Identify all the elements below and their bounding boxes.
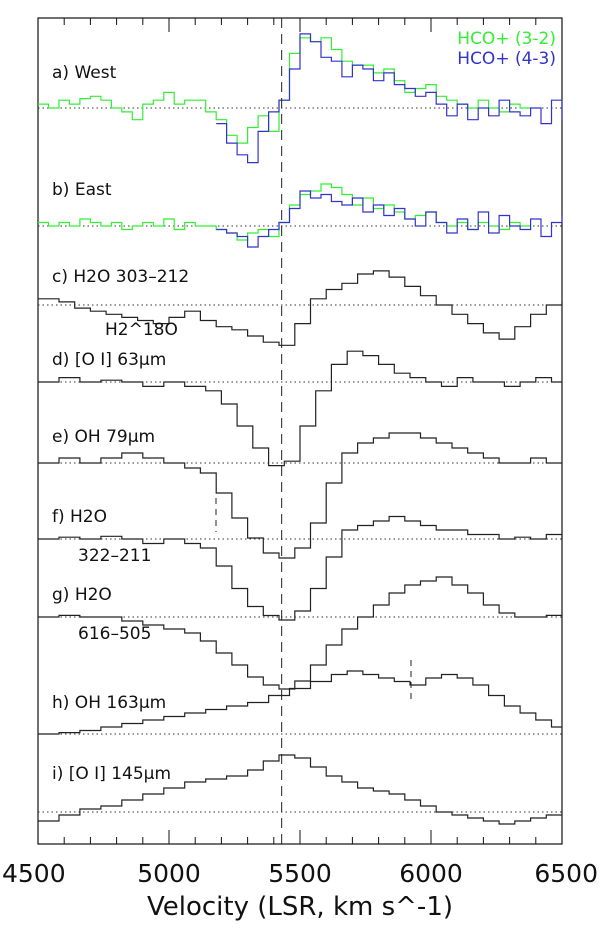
series-line [38,515,563,621]
legend: HCO+ (3-2)HCO+ (4-3) [457,29,556,69]
panels-group: a) West b) East c) H2O 303–212 H2^18O d) [O … [38,18,563,844]
legend-entry: HCO+ (4-3) [457,49,556,69]
series-line [38,350,562,467]
panel-label: i) [O I] 145μm [52,764,171,784]
panel-sub-label: 616–505 [78,624,151,644]
panel-d: d) [O I] 63μm [38,350,562,467]
series-line [38,432,562,559]
legend-entry: HCO+ (3-2) [457,29,556,49]
series-line [38,270,563,346]
series-line [38,754,562,825]
x-axis-title: Velocity (LSR, km s^-1) [147,892,453,922]
x-tick-label: 6500 [534,859,598,888]
panel-label: a) West [52,63,117,83]
panel-g: g) H2O 616–505 [38,576,563,690]
series-line [38,670,562,735]
panel-label: e) OH 79μm [52,427,155,447]
panel-sub-label: 322–211 [78,546,151,566]
panel-b: b) East [38,180,563,248]
panel-label: f) H2O [52,507,107,527]
panel-e: e) OH 79μm [38,427,562,559]
panel-a: a) West [38,33,563,164]
series-line [216,190,563,248]
x-tick-label: 5000 [137,859,201,888]
panel-label: h) OH 163μm [52,693,166,713]
panel-sub-label: H2^18O [105,320,178,340]
panel-label: g) H2O [52,585,112,605]
series-line [216,33,563,164]
x-axis-ticks: 4500 5000 5500 6000 6500 [2,18,598,888]
x-tick-label: 5500 [268,859,332,888]
series-line [38,576,563,690]
panel-label: c) H2O 303–212 [52,267,189,287]
x-tick-label: 6000 [399,859,463,888]
panel-h: h) OH 163μm [38,670,562,735]
x-tick-label: 4500 [2,859,66,888]
panel-label: d) [O I] 63μm [52,350,166,370]
panel-f: f) H2O 322–211 [38,507,563,621]
panel-label: b) East [52,180,112,200]
panel-c: c) H2O 303–212 H2^18O [38,267,563,346]
panel-i: i) [O I] 145μm [38,754,562,825]
